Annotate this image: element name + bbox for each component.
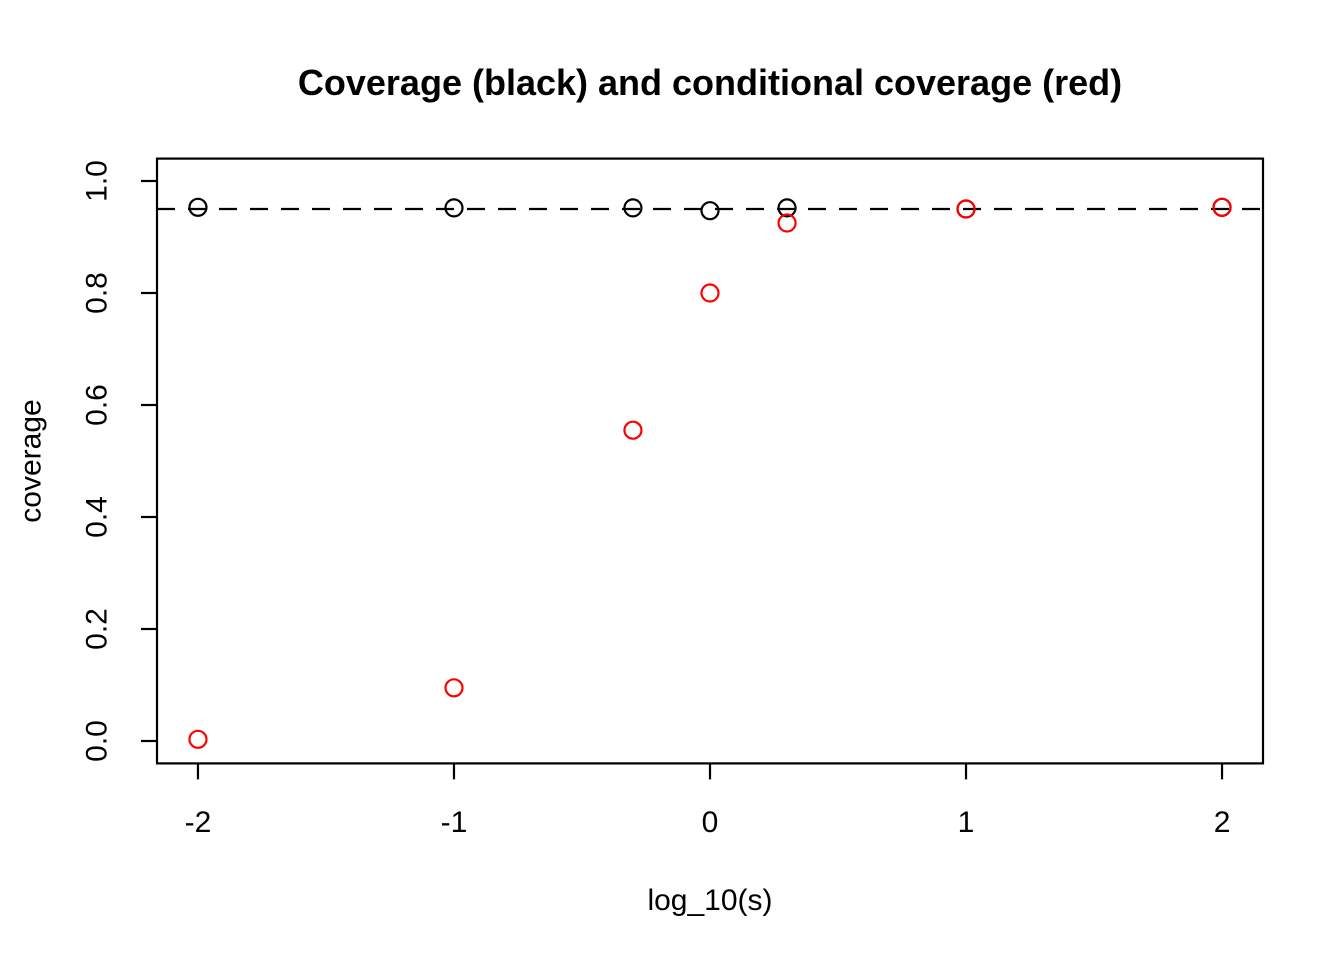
y-tick-label: 0.6 [81, 384, 114, 426]
x-tick-label: 1 [958, 806, 975, 839]
data-point-coverage [700, 201, 720, 221]
plot-box [155, 157, 1265, 765]
x-tick-label: 2 [1214, 806, 1231, 839]
data-point-coverage [623, 198, 643, 218]
y-tick-label: 0.4 [81, 496, 114, 538]
chart-title: Coverage (black) and conditional coverag… [298, 62, 1122, 103]
data-point-conditional-coverage [777, 213, 797, 233]
x-axis-label: log_10(s) [647, 884, 772, 917]
y-tick-label: 0.8 [81, 272, 114, 314]
x-tick-label: 0 [702, 806, 719, 839]
data-point-coverage [777, 198, 797, 218]
data-point-conditional-coverage [444, 678, 464, 698]
data-point-coverage [444, 198, 464, 218]
data-point-conditional-coverage [700, 283, 720, 303]
y-tick-label: 1.0 [81, 160, 114, 202]
data-point-conditional-coverage [188, 729, 208, 749]
data-point-conditional-coverage [1212, 197, 1232, 217]
data-point-coverage [188, 197, 208, 217]
plot-generated-content: -2 -1 0 1 2 0.0 0.2 0.4 0.6 0.8 1.0 [81, 157, 1265, 839]
y-tick-label: 0.0 [81, 720, 114, 762]
data-point-conditional-coverage [956, 199, 976, 219]
x-tick-label: -1 [441, 806, 468, 839]
data-point-conditional-coverage [623, 420, 643, 440]
y-tick-label: 0.2 [81, 608, 114, 650]
x-tick-label: -2 [185, 806, 212, 839]
y-axis-label: coverage [15, 399, 48, 522]
